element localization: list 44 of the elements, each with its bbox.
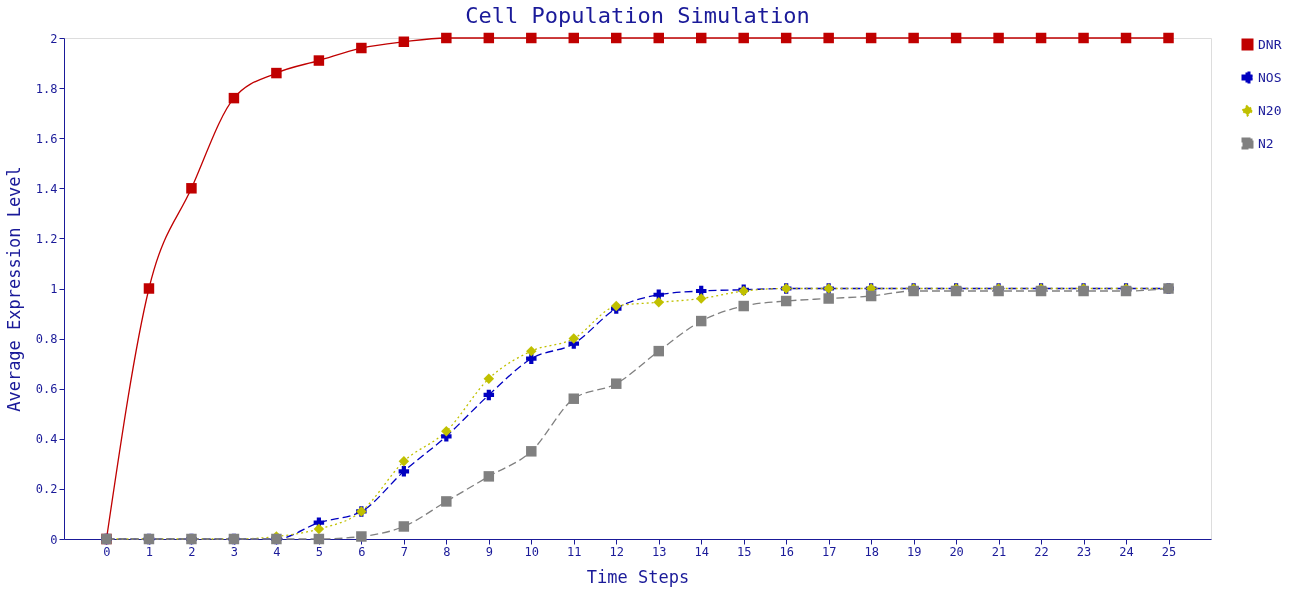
chart-title: Cell Population Simulation — [465, 3, 810, 28]
x-tick-label: 25 — [1161, 544, 1177, 559]
x-tick-label: 4 — [273, 544, 281, 559]
x-tick-label: 17 — [821, 544, 837, 559]
y-tick-label: 0.4 — [35, 432, 58, 447]
y-tick-label: 1.6 — [35, 131, 58, 146]
x-tick-label: 6 — [358, 544, 366, 559]
y-tick-label: 1.8 — [35, 81, 58, 96]
x-tick-label: 1 — [145, 544, 154, 559]
y-tick-label: 2 — [50, 31, 58, 46]
x-tick-label: 18 — [864, 544, 879, 559]
x-axis-title: Time Steps — [586, 566, 690, 587]
x-tick-label: 10 — [524, 544, 540, 559]
legend-label: NOS — [1258, 69, 1282, 85]
y-tick-label: 0.8 — [35, 332, 58, 347]
y-tick-label: 1 — [50, 282, 58, 296]
legend-label: N20 — [1258, 102, 1282, 118]
x-tick-label: 0 — [103, 544, 111, 559]
y-tick-label: 1.4 — [35, 181, 58, 196]
x-tick-label: 14 — [694, 544, 709, 559]
legend-label: N2 — [1258, 135, 1274, 151]
x-tick-label: 15 — [736, 544, 752, 559]
y-tick-label: 0 — [50, 532, 58, 547]
x-tick-label: 7 — [400, 544, 408, 559]
x-tick-label: 9 — [485, 544, 493, 559]
x-tick-label: 22 — [1034, 544, 1049, 559]
x-tick-label: 11 — [567, 544, 582, 559]
x-tick-label: 12 — [609, 544, 624, 559]
y-tick-label: 1.2 — [35, 231, 58, 246]
y-axis-title: Average Expression Level — [3, 166, 24, 412]
y-tick-label: 0.2 — [35, 482, 58, 497]
x-tick-label: 20 — [949, 544, 964, 559]
x-tick-label: 16 — [779, 544, 794, 559]
x-tick-label: 8 — [443, 544, 451, 559]
x-tick-label: 3 — [230, 544, 239, 559]
x-tick-label: 24 — [1119, 544, 1134, 559]
x-tick-label: 5 — [315, 544, 324, 559]
x-tick-label: 21 — [991, 544, 1007, 559]
x-tick-label: 23 — [1076, 544, 1092, 559]
x-tick-label: 19 — [906, 544, 922, 559]
y-tick-label: 0.6 — [35, 382, 58, 397]
x-tick-label: 13 — [652, 544, 667, 559]
x-tick-label: 2 — [188, 544, 196, 559]
legend-label: DNR — [1258, 36, 1282, 52]
